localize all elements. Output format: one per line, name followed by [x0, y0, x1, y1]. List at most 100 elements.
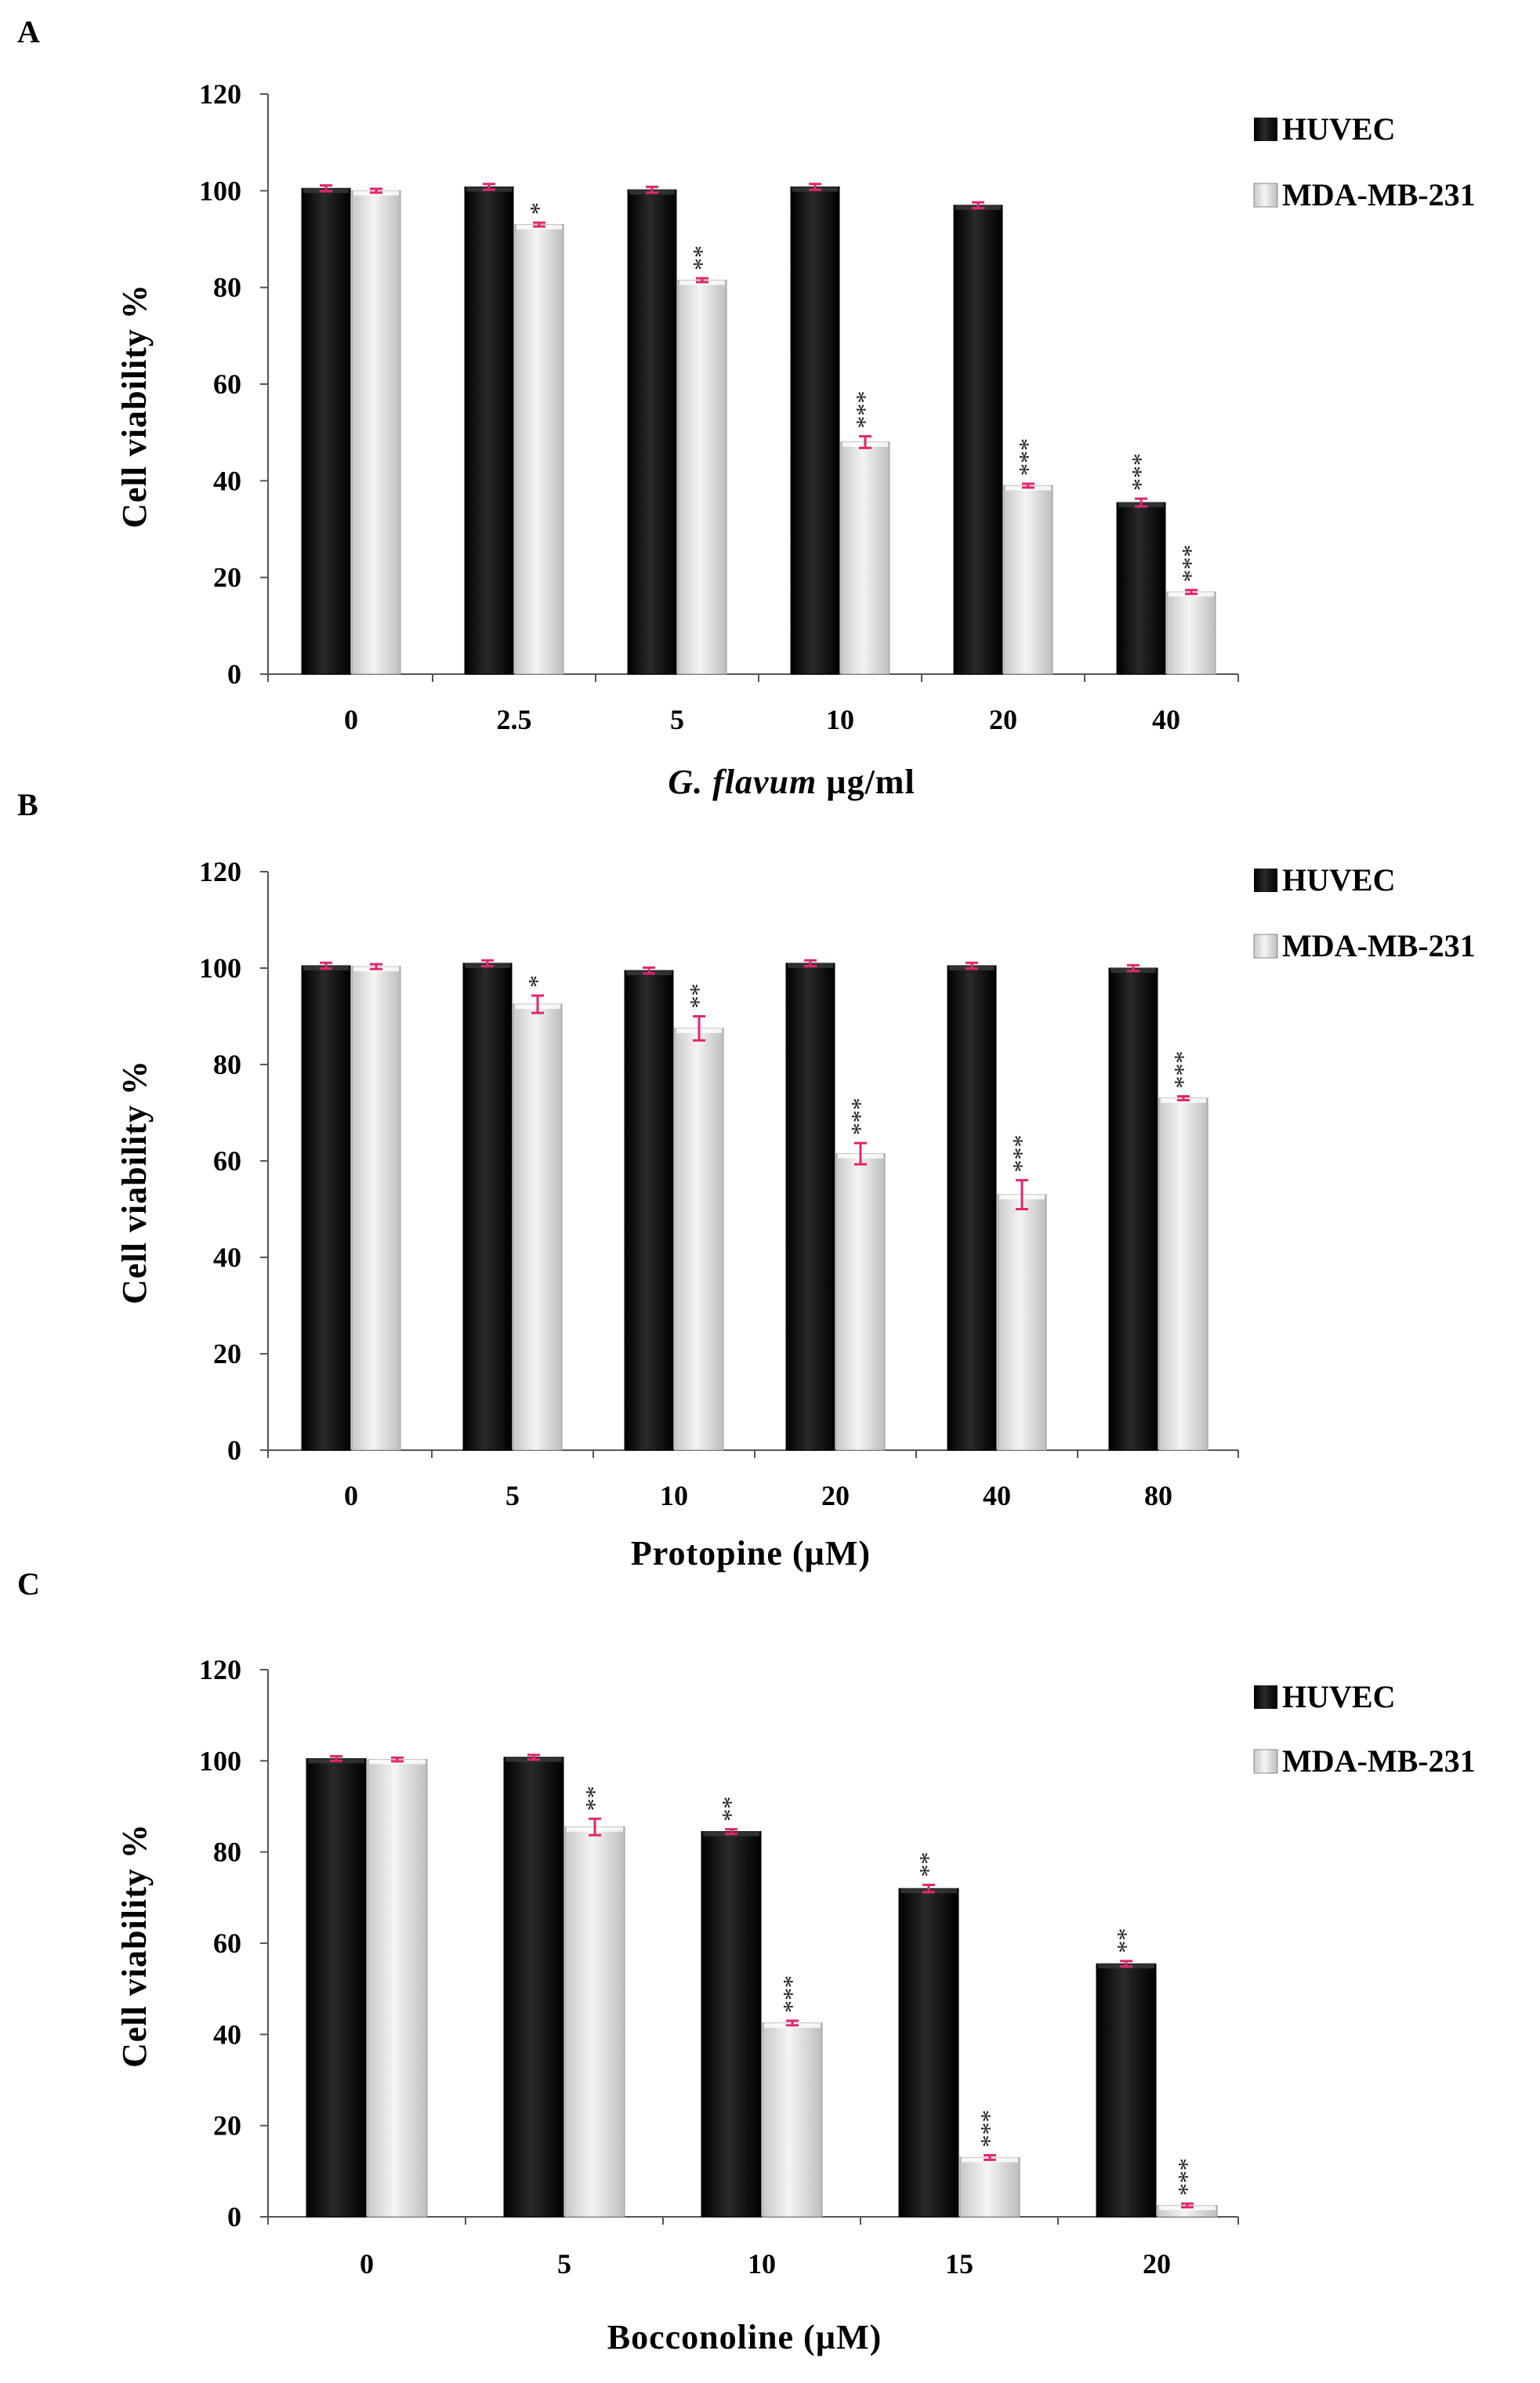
error-bar	[984, 2153, 996, 2161]
panel-a: A 0 20 40 60 80 100 120 0 2.5 * 5 ** 10 *** 20 *** 40 ***…	[17, 14, 1476, 801]
bar-mda-mb-231	[564, 1826, 625, 2218]
significance-marker: **	[1111, 1928, 1140, 1953]
error-bar	[1185, 589, 1198, 596]
significance-marker: **	[687, 245, 716, 270]
significance-marker: ***	[850, 391, 879, 429]
significance-marker: **	[580, 1786, 608, 1811]
significance-marker: ***	[1169, 1051, 1197, 1089]
significance-marker: **	[914, 1852, 942, 1877]
panel-b-legend: HUVEC MDA-MB-231	[1253, 862, 1476, 963]
error-bar	[854, 1141, 867, 1166]
panel-c-legend-huvec: HUVEC	[1282, 1679, 1395, 1714]
error-bar	[966, 961, 978, 970]
x-tick-label: 10	[748, 2248, 776, 2280]
bar-huvec	[785, 963, 835, 1451]
y-tick-label: 60	[213, 368, 241, 400]
x-tick-label: 40	[1152, 704, 1180, 735]
error-bar	[1016, 1179, 1028, 1210]
bar-mda-mb-231	[677, 279, 727, 675]
y-tick-label: 80	[213, 272, 241, 303]
x-tick-label: 10	[826, 704, 854, 735]
panel-a-legend: HUVEC MDA-MB-231	[1253, 111, 1476, 212]
panel-c-legend-mda: MDA-MB-231	[1282, 1743, 1476, 1779]
panel-b-y-axis-title: Cell viability %	[115, 1060, 154, 1304]
panel-c-letter: C	[17, 1566, 40, 1601]
panel-b-legend-huvec: HUVEC	[1282, 862, 1395, 898]
legend-swatch-mda	[1253, 183, 1278, 208]
panel-a-letter: A	[17, 14, 40, 49]
bar-huvec	[953, 205, 1003, 675]
bar-mda-mb-231	[835, 1153, 886, 1451]
significance-marker: *	[524, 202, 553, 215]
x-tick-label: 5	[557, 2248, 571, 2280]
error-bar	[1181, 2202, 1194, 2209]
legend-swatch-huvec	[1254, 118, 1277, 141]
significance-marker: ***	[1172, 2158, 1201, 2196]
legend-swatch-huvec	[1254, 1685, 1277, 1709]
x-tick-label: 15	[945, 2248, 973, 2280]
y-tick-label: 80	[213, 1837, 241, 1868]
significance-marker: ***	[846, 1097, 874, 1135]
bar-huvec	[1108, 967, 1158, 1451]
bar-huvec	[301, 187, 351, 675]
significance-marker: ***	[1013, 438, 1042, 476]
bar-huvec	[503, 1757, 564, 2218]
y-tick-label: 0	[227, 1435, 241, 1466]
bar-mda-mb-231	[674, 1028, 724, 1451]
x-axis-title-part: Bocconoline (µM)	[607, 2318, 882, 2356]
significance-marker: ***	[1176, 545, 1205, 582]
y-tick-label: 20	[213, 2110, 241, 2142]
bar-huvec	[624, 970, 674, 1451]
y-tick-label: 60	[213, 1145, 241, 1177]
bar-huvec	[898, 1888, 959, 2218]
legend-swatch-mda	[1253, 934, 1278, 959]
bar-mda-mb-231	[351, 190, 401, 675]
significance-marker: ***	[777, 1975, 806, 2013]
significance-marker: *	[523, 975, 551, 988]
x-tick-label: 40	[983, 1480, 1011, 1511]
bar-mda-mb-231	[1003, 485, 1053, 675]
x-tick-label: 10	[660, 1480, 688, 1511]
significance-marker: **	[716, 1797, 745, 1822]
y-tick-label: 120	[199, 856, 241, 887]
bar-huvec	[947, 965, 997, 1451]
bar-huvec	[790, 186, 840, 675]
error-bar	[320, 184, 332, 193]
panel-a-x-axis-title: G. flavum µg/ml	[668, 763, 915, 801]
error-bar	[370, 963, 382, 970]
error-bar	[483, 183, 495, 191]
error-bar	[1135, 497, 1147, 508]
y-tick-label: 100	[199, 952, 241, 984]
y-tick-label: 0	[227, 2201, 241, 2232]
panel-a-plot: 0 20 40 60 80 100 120 0 2.5 * 5 ** 10 *** 20 *** 40 *** **…	[199, 78, 1239, 735]
bar-huvec	[1096, 1963, 1157, 2218]
bar-huvec	[462, 963, 513, 1451]
x-axis-title-part: G. flavum	[668, 763, 817, 801]
x-tick-label: 0	[344, 1480, 358, 1511]
panel-b-letter: B	[17, 787, 38, 822]
bar-mda-mb-231	[514, 224, 564, 675]
error-bar	[693, 1015, 705, 1042]
y-tick-label: 80	[213, 1049, 241, 1080]
error-bar	[643, 966, 655, 975]
x-tick-label: 5	[670, 704, 684, 735]
error-bar	[531, 994, 544, 1014]
y-tick-label: 100	[199, 175, 241, 206]
bar-huvec	[701, 1830, 762, 2218]
x-tick-label: 0	[344, 704, 358, 735]
y-tick-label: 20	[213, 1338, 241, 1369]
error-bar	[859, 435, 871, 449]
y-tick-label: 120	[199, 78, 241, 110]
error-bar	[725, 1828, 737, 1835]
bar-mda-mb-231	[367, 1759, 428, 2218]
bar-mda-mb-231	[762, 2022, 823, 2218]
panel-b-x-axis-title: Protopine (µM)	[631, 1534, 871, 1572]
y-tick-label: 0	[227, 658, 241, 690]
bar-huvec	[464, 186, 514, 675]
x-axis-title-part: Protopine (µM)	[631, 1534, 871, 1572]
significance-marker: ***	[975, 2109, 1003, 2147]
